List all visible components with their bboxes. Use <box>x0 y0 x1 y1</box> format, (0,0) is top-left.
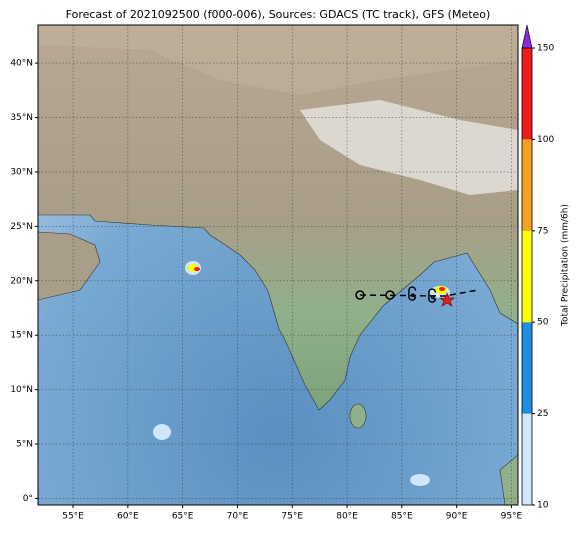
colorbar-segment <box>522 48 532 140</box>
colorbar-tick-label: 150 <box>537 44 554 54</box>
x-tick-label: 60°E <box>117 512 139 522</box>
central-asia <box>38 25 518 95</box>
colorbar-frame <box>521 47 533 506</box>
x-tick-label: 55°E <box>62 512 84 522</box>
x-tick-label: 75°E <box>281 512 303 522</box>
colorbar-segment <box>522 139 532 231</box>
y-tick-label: 40°N <box>10 59 33 69</box>
y-tick-label: 15°N <box>10 331 33 341</box>
y-tick-label: 20°N <box>10 276 33 286</box>
colorbar-tick-label: 25 <box>537 409 548 419</box>
colorbar: 10 25 50 75 100 150 <box>521 24 554 511</box>
x-tick-label: 65°E <box>172 512 194 522</box>
map-area: ၆ ၆ <box>38 25 518 505</box>
y-tick-label: 10°N <box>10 385 33 395</box>
svg-text:၆: ၆ <box>408 286 417 305</box>
x-tick-label: 70°E <box>227 512 249 522</box>
x-tick-label: 90°E <box>446 512 468 522</box>
x-tick-label: 95°E <box>501 512 523 522</box>
sri-lanka <box>349 403 367 429</box>
colorbar-segment <box>522 413 532 505</box>
sumatra <box>499 454 518 505</box>
colorbar-label: Total Precipitation (mm/6h) <box>561 204 571 327</box>
colorbar-tick-label: 10 <box>537 501 549 511</box>
y-tick-label: 25°N <box>10 222 33 232</box>
y-tick-label: 0° <box>23 494 33 504</box>
colorbar-tick-label: 50 <box>537 318 549 328</box>
x-tick-label: 85°E <box>391 512 413 522</box>
precipitation <box>153 261 450 486</box>
x-tick-label: 80°E <box>336 512 358 522</box>
map-title: Forecast of 2021092500 (f000-006), Sourc… <box>66 8 491 21</box>
colorbar-tick-label: 100 <box>537 135 554 145</box>
y-tick-label: 30°N <box>10 167 33 177</box>
y-tick-label: 5°N <box>16 440 33 450</box>
svg-text:၆: ၆ <box>428 288 437 307</box>
y-tick-label: 35°N <box>10 113 33 123</box>
arabia <box>38 231 101 301</box>
colorbar-extend <box>521 24 533 49</box>
colorbar-tick-label: 75 <box>537 226 548 236</box>
storm-track: ၆ ၆ <box>355 286 479 307</box>
colorbar-segment <box>522 322 532 414</box>
graticule <box>38 25 518 505</box>
tibet <box>300 100 518 195</box>
colorbar-segment <box>522 230 532 323</box>
map-frame <box>37 24 519 506</box>
